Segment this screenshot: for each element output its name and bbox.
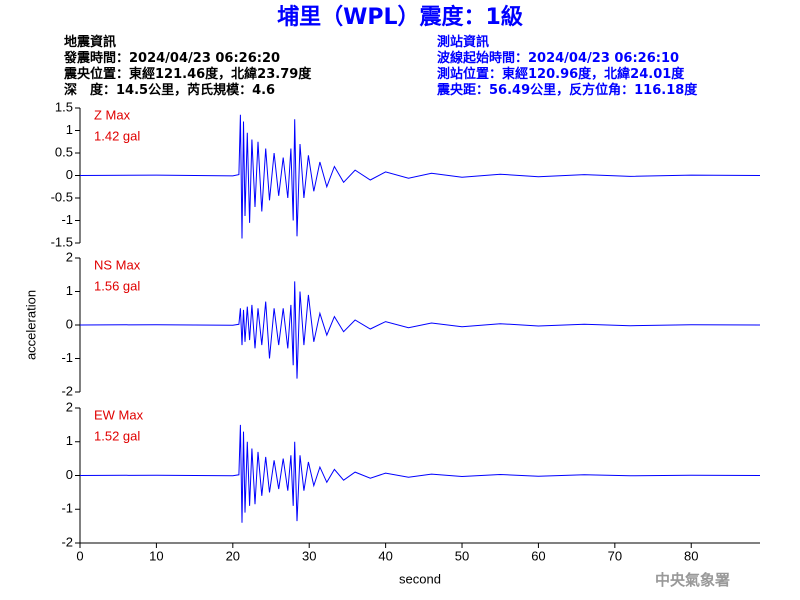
y-tick-label: 0 xyxy=(66,467,73,482)
y-axis-label: acceleration xyxy=(23,290,38,360)
y-tick-label: 2 xyxy=(66,399,73,414)
y-tick-label: 0 xyxy=(66,316,73,331)
x-tick-label: 10 xyxy=(149,548,163,563)
y-tick-label: 1 xyxy=(66,433,73,448)
x-tick-label: 40 xyxy=(378,548,392,563)
left-info: 震央位置：東經121.46度，北緯23.79度 xyxy=(64,67,312,82)
title: 埔里（WPL）震度：1級 xyxy=(277,5,523,30)
waveform xyxy=(79,114,761,239)
max-value-label: 1.42 gal xyxy=(94,128,140,143)
max-value-label: 1.52 gal xyxy=(94,428,140,443)
x-tick-label: 80 xyxy=(684,548,698,563)
y-tick-label: 1.5 xyxy=(55,99,73,114)
y-tick-label: 1 xyxy=(66,122,73,137)
x-tick-label: 20 xyxy=(226,548,240,563)
max-value-label: 1.56 gal xyxy=(94,278,140,293)
y-tick-label: 0.5 xyxy=(55,144,73,159)
y-tick-label: -0.5 xyxy=(51,189,73,204)
max-label: NS Max xyxy=(94,257,141,272)
max-label: Z Max xyxy=(94,107,131,122)
y-tick-label: 1 xyxy=(66,283,73,298)
x-axis-label: second xyxy=(399,571,441,586)
right-info-title: 測站資訊 xyxy=(437,35,490,50)
x-tick-label: 50 xyxy=(455,548,469,563)
y-tick-label: 0 xyxy=(66,167,73,182)
left-info: 深 度：14.5公里，芮氏規模：4.6 xyxy=(64,83,276,98)
max-label: EW Max xyxy=(94,407,144,422)
x-tick-label: 30 xyxy=(302,548,316,563)
waveform xyxy=(79,424,761,523)
y-tick-label: -1 xyxy=(61,350,73,365)
x-tick-label: 70 xyxy=(608,548,622,563)
y-tick-label: -1 xyxy=(61,501,73,516)
y-tick-label: -2 xyxy=(61,383,73,398)
right-info: 震央距：56.49公里，反方位角：116.18度 xyxy=(437,83,698,98)
left-info-title: 地震資訊 xyxy=(64,35,117,50)
left-info: 發震時間：2024/04/23 06:26:20 xyxy=(64,51,281,66)
waveform xyxy=(79,281,761,379)
footer: 中央氣象署 xyxy=(655,571,731,589)
x-tick-label: 60 xyxy=(531,548,545,563)
right-info: 測站位置：東經120.96度，北緯24.01度 xyxy=(437,67,685,82)
y-tick-label: -1 xyxy=(61,212,73,227)
y-tick-label: -2 xyxy=(61,534,73,549)
y-tick-label: 2 xyxy=(66,249,73,264)
y-tick-label: -1.5 xyxy=(51,234,73,249)
right-info: 波線起始時間：2024/04/23 06:26:10 xyxy=(437,51,680,66)
x-tick-label: 0 xyxy=(76,548,83,563)
